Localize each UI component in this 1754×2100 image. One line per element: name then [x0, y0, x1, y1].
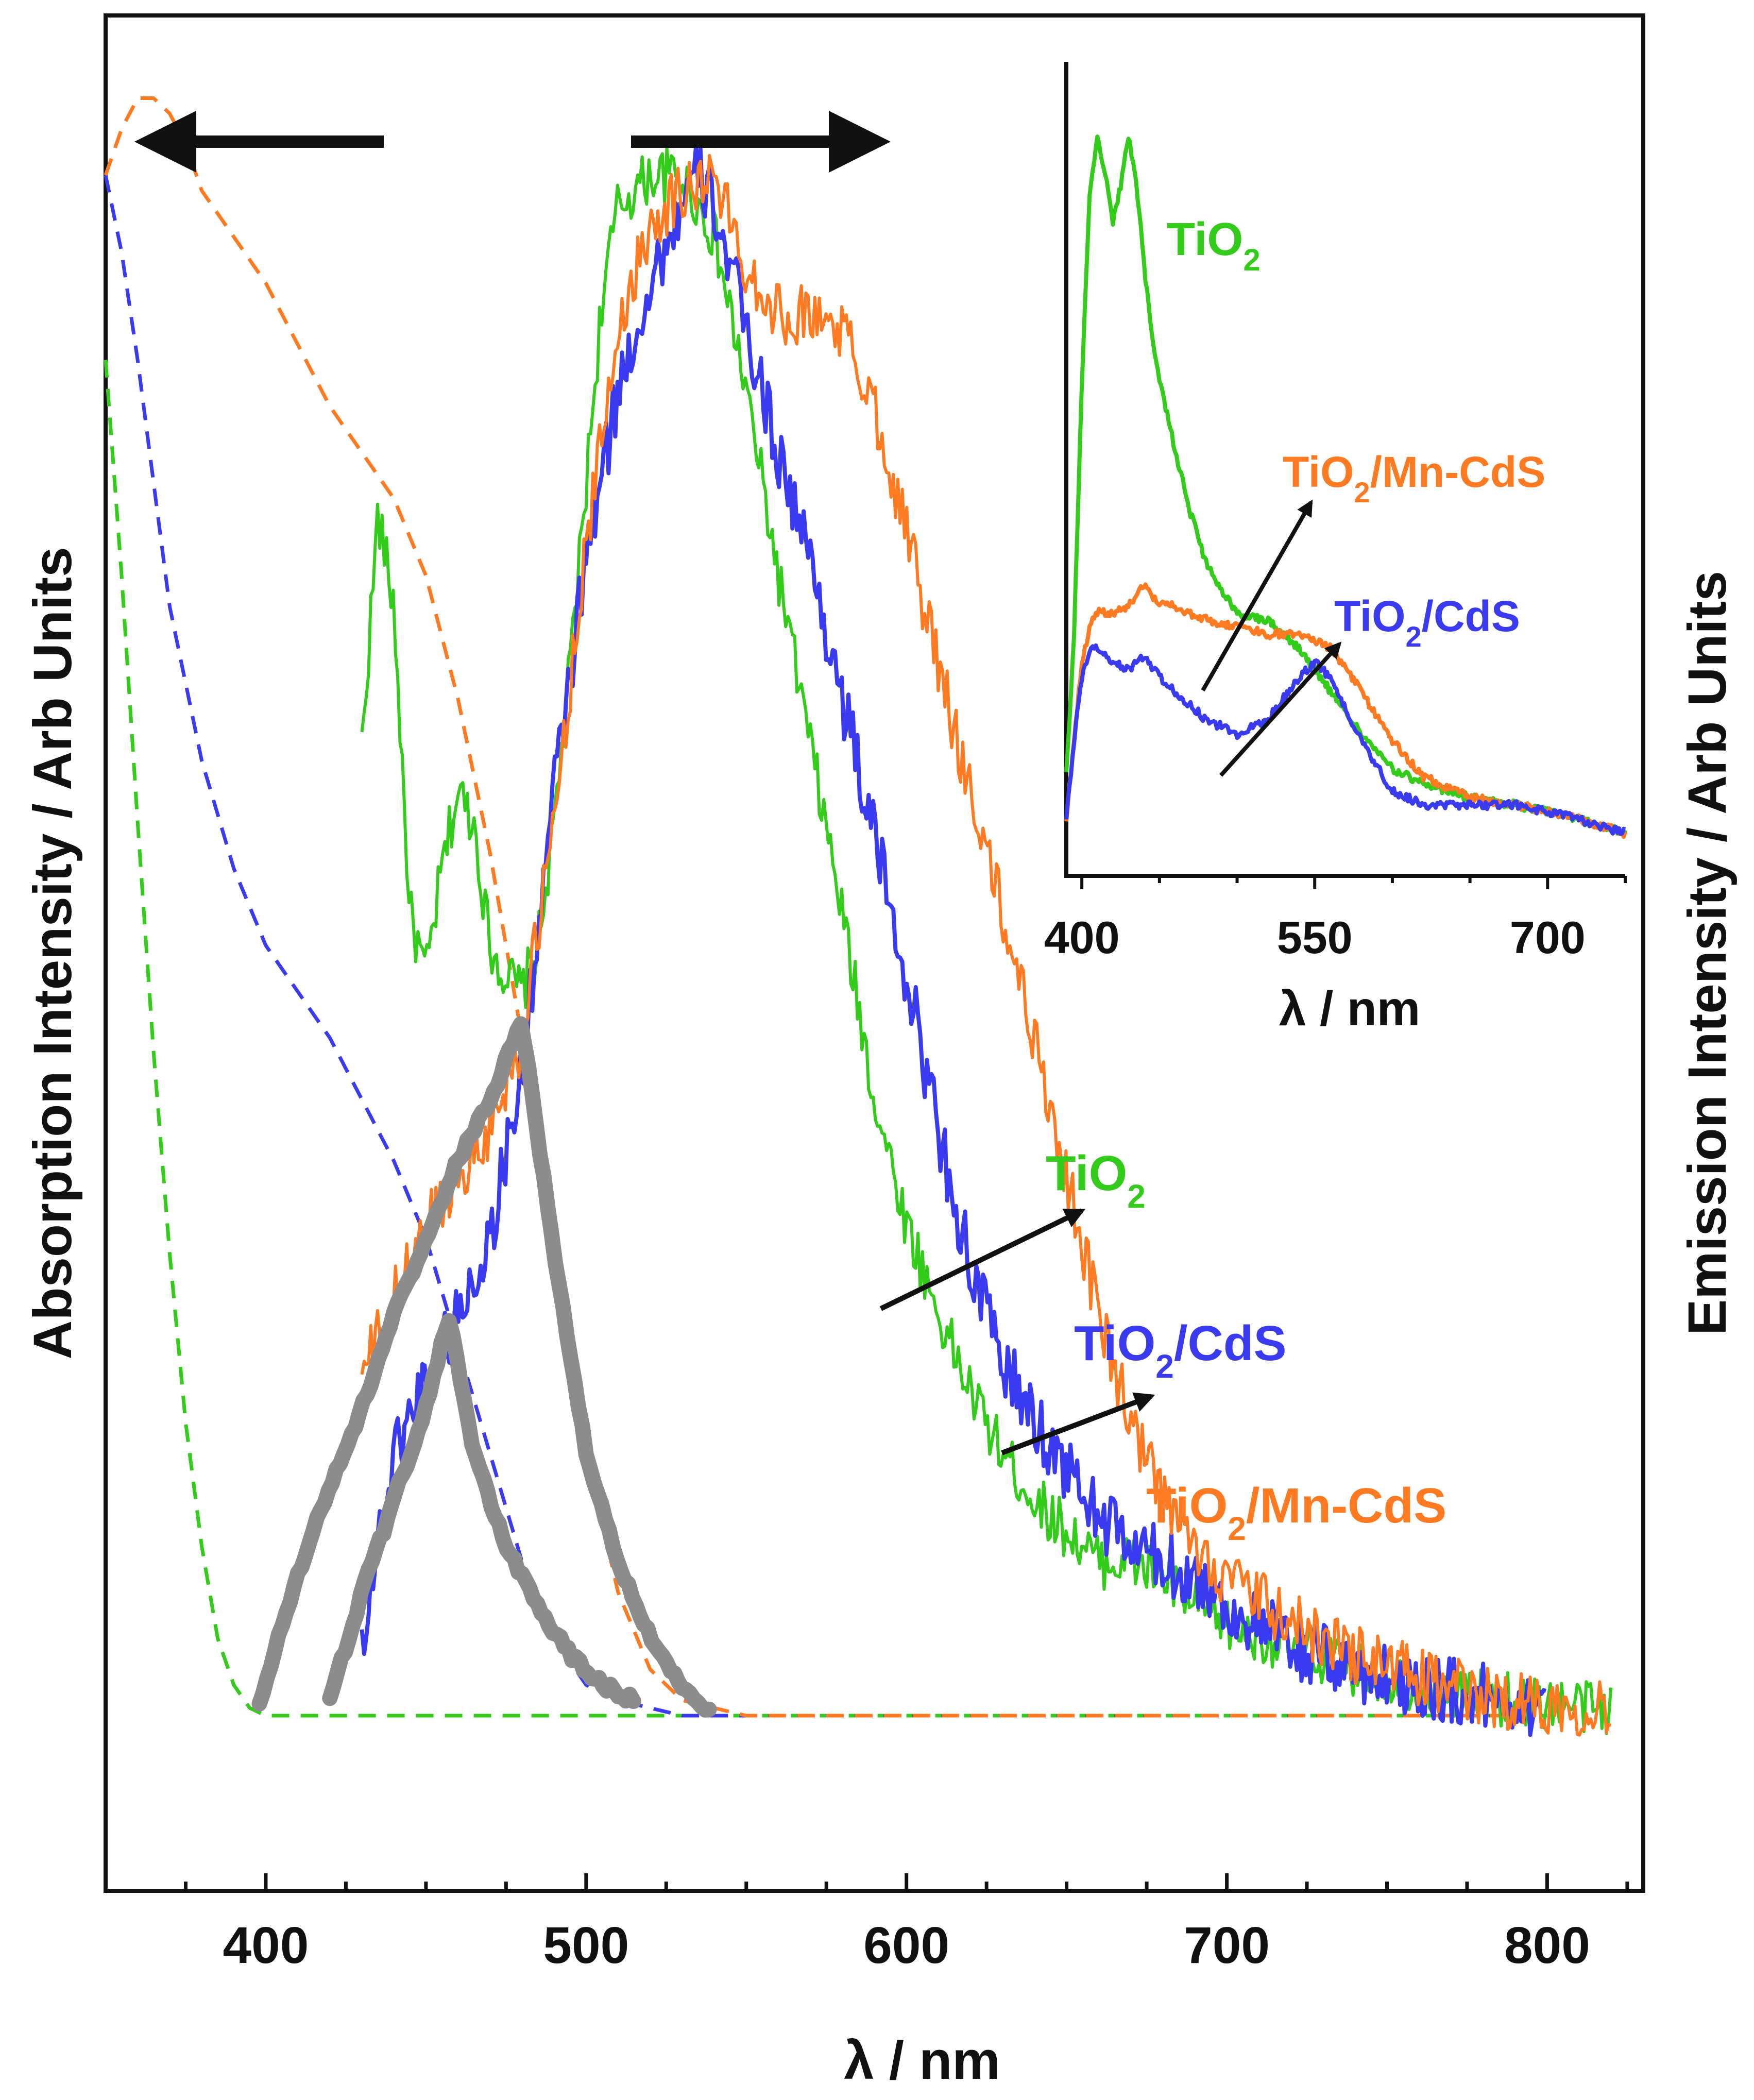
label-tio2-mn-cds-tail: /Mn-CdS: [1246, 1478, 1446, 1533]
inset-label-tio2-sub: 2: [1243, 243, 1260, 277]
inset-background: [1066, 62, 1625, 876]
x-axis-label: λ / nm: [844, 2030, 1000, 2091]
inset-label-tio2-mn-cds-base: TiO: [1283, 448, 1354, 496]
emission-line-2: [360, 154, 1612, 1737]
inset-x-tick-labels: 400 550 700: [1044, 912, 1586, 963]
main-x-ticks: [104, 1873, 1629, 1891]
inset-tio2-cds-leader-arrow: [1219, 641, 1342, 777]
x-tick-label-600: 600: [863, 1917, 949, 1974]
inset-chart: 400 550 700 TiO2 TiO2/Mn-CdS TiO2/CdS λ / …: [1044, 62, 1627, 1036]
label-tio2-mn-cds-base: TiO: [1146, 1478, 1228, 1533]
inset-x-ticks: [1080, 876, 1627, 889]
tio2-leader-arrow: [879, 1208, 1086, 1311]
label-tio2-mn-cds-sub: 2: [1228, 1510, 1246, 1547]
inset-line-2: [1064, 643, 1626, 836]
gray-band-layer: [251, 1016, 717, 1718]
inset-x-tick-label-550: 550: [1277, 912, 1353, 963]
inset-label-tio2-cds: TiO2/CdS: [1334, 592, 1520, 653]
label-tio2-base: TiO: [1046, 1146, 1127, 1201]
label-tio2-cds-base: TiO: [1074, 1316, 1155, 1371]
y-axis-label-left: Absorption Intensity / Arb Units: [23, 547, 83, 1360]
inset-x-tick-label-400: 400: [1044, 912, 1120, 963]
x-tick-label-500: 500: [543, 1917, 629, 1974]
main-x-tick-labels: 400 500 600 700 800: [223, 1917, 1590, 1974]
label-tio2: TiO2: [1046, 1146, 1146, 1215]
x-tick-label-800: 800: [1504, 1917, 1590, 1974]
gray-band-1: [251, 1016, 717, 1718]
inset-label-tio2: TiO2: [1167, 214, 1261, 277]
inset-label-tio2-cds-tail: /CdS: [1422, 592, 1520, 640]
inset-tio2-mn-cds-leader-arrow: [1201, 499, 1313, 691]
inset-x-tick-label-700: 700: [1510, 912, 1586, 963]
inset-label-tio2-cds-sub: 2: [1405, 620, 1421, 653]
y-axis-label-right: Emission Intensity / Arb Units: [1677, 571, 1738, 1335]
tio2-cds-leader-arrow: [1001, 1392, 1155, 1455]
inset-label-tio2-cds-base: TiO: [1334, 592, 1405, 640]
label-tio2-cds-tail: /CdS: [1174, 1316, 1287, 1371]
absorption-series-layer: [104, 96, 1547, 1718]
emission-series-layer: [360, 144, 1613, 1737]
gray-band-2: [322, 1313, 641, 1709]
label-tio2-cds-sub: 2: [1155, 1348, 1174, 1385]
label-tio2-mn-cds: TiO2/Mn-CdS: [1146, 1478, 1446, 1547]
inset-label-tio2-mn-cds: TiO2/Mn-CdS: [1283, 448, 1545, 509]
label-tio2-sub: 2: [1127, 1178, 1146, 1215]
inset-label-tio2-mn-cds-sub: 2: [1354, 476, 1370, 509]
inset-label-tio2-mn-cds-tail: /Mn-CdS: [1370, 448, 1546, 496]
absorption-line-1: [104, 175, 1547, 1718]
main-plot-frame: [104, 13, 1645, 1893]
x-tick-label-700: 700: [1184, 1917, 1270, 1974]
x-tick-label-400: 400: [223, 1917, 309, 1974]
inset-label-tio2-base: TiO: [1167, 214, 1243, 265]
inset-x-axis-label: λ / nm: [1279, 981, 1421, 1036]
inset-series-layer: [1064, 134, 1627, 839]
label-tio2-cds: TiO2/CdS: [1074, 1316, 1287, 1385]
